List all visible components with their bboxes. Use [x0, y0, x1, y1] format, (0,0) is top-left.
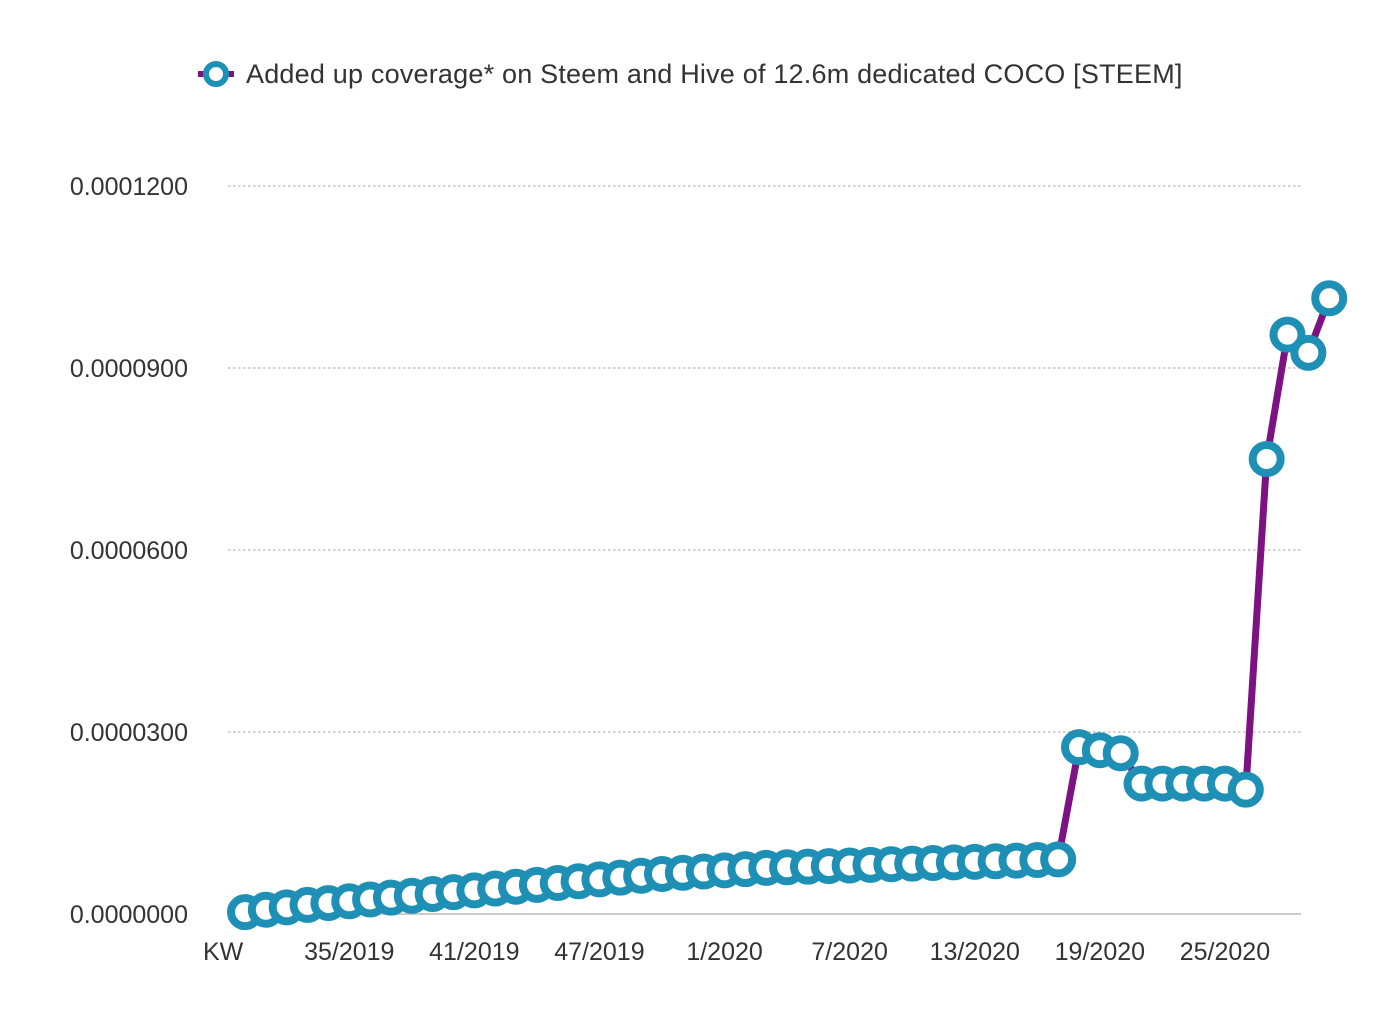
y-axis-ticks: 0.0000000 0.0000300 0.0000600 0.0000900 0.00… [70, 173, 188, 929]
y-gridlines [228, 185, 1301, 733]
data-point[interactable] [1290, 334, 1327, 371]
data-point[interactable] [1311, 280, 1348, 317]
data-point[interactable] [1102, 735, 1139, 772]
x-tick-label: 1/2020 [686, 938, 762, 966]
data-point[interactable] [1040, 841, 1077, 878]
series-points [227, 280, 1348, 931]
series-line [244, 296, 1333, 916]
y-tick-label: 0.0000900 [70, 355, 188, 383]
x-tick-label: KW [203, 938, 244, 966]
y-tick-label: 0.0000000 [70, 901, 188, 929]
y-tick-label: 0.0001200 [70, 173, 188, 201]
y-tick-label: 0.0000600 [70, 537, 188, 565]
x-tick-label: 47/2019 [554, 938, 644, 966]
y-tick-label: 0.0000300 [70, 719, 188, 747]
chart-legend[interactable]: Added up coverage* on Steem and Hive of … [196, 52, 1183, 96]
data-point[interactable] [1227, 771, 1264, 808]
legend-circle-sample [203, 61, 229, 87]
x-axis-ticks: KW 35/2019 41/2019 47/2019 1/2020 7/2020 13/20… [203, 938, 1270, 966]
x-tick-label: 19/2020 [1055, 938, 1145, 966]
data-point[interactable] [1248, 441, 1285, 477]
x-tick-label: 25/2020 [1180, 938, 1270, 966]
legend-label: Added up coverage* on Steem and Hive of … [246, 58, 1183, 89]
x-tick-label: 35/2019 [304, 938, 394, 966]
legend-marker-icon [198, 61, 234, 87]
x-tick-label: 7/2020 [811, 938, 887, 966]
x-tick-label: 41/2019 [429, 938, 519, 966]
x-tick-label: 13/2020 [930, 938, 1020, 966]
